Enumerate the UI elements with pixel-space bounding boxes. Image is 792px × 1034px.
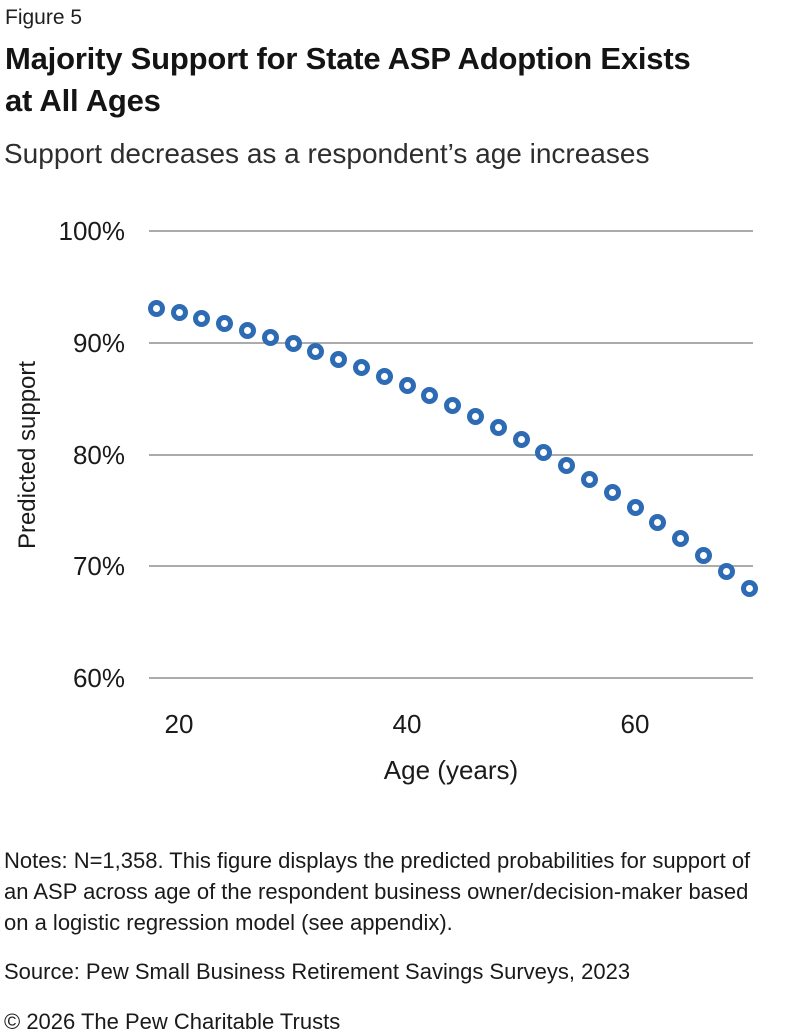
data-point-marker bbox=[421, 386, 439, 404]
y-axis-tick-label: 90% bbox=[72, 327, 125, 358]
y-axis-title: Predicted support bbox=[14, 360, 41, 549]
data-point-marker bbox=[489, 419, 507, 437]
data-point-marker bbox=[170, 304, 188, 322]
x-axis-title: Age (years) bbox=[383, 755, 519, 785]
y-gridline bbox=[149, 565, 753, 568]
y-gridline bbox=[149, 453, 753, 456]
data-point-marker bbox=[535, 443, 553, 461]
chart-title: Majority Support for State ASP Adoption … bbox=[5, 38, 785, 122]
y-axis-tick-label: 80% bbox=[72, 439, 125, 470]
chart-title-line-1: Majority Support for State ASP Adoption … bbox=[5, 41, 691, 76]
chart-subtitle: Support decreases as a respondent’s age … bbox=[4, 138, 650, 169]
x-axis-tick-label: 40 bbox=[392, 709, 422, 739]
data-point-marker bbox=[580, 470, 598, 488]
data-point-marker bbox=[694, 546, 712, 564]
y-gridline bbox=[149, 677, 753, 679]
data-point-marker bbox=[375, 367, 393, 385]
notes-text: Notes: N=1,358. This figure displays the… bbox=[4, 848, 751, 935]
data-point-marker bbox=[147, 299, 165, 317]
y-axis-tick-label: 70% bbox=[72, 551, 125, 582]
data-point-marker bbox=[512, 431, 530, 449]
data-point-marker bbox=[398, 376, 416, 394]
data-point-marker bbox=[558, 457, 576, 475]
data-point-marker bbox=[352, 358, 370, 376]
y-axis-tick-label: 60% bbox=[72, 663, 125, 693]
data-point-marker bbox=[330, 351, 348, 368]
x-axis-tick-label: 60 bbox=[620, 709, 650, 739]
data-point-marker bbox=[626, 498, 644, 516]
data-point-marker bbox=[444, 396, 462, 414]
data-point-marker bbox=[193, 309, 211, 327]
data-point-marker bbox=[216, 315, 234, 333]
x-axis-tick-label: 20 bbox=[164, 709, 194, 739]
y-gridline bbox=[149, 341, 753, 344]
data-point-marker bbox=[238, 321, 256, 339]
data-point-marker bbox=[649, 514, 667, 532]
y-axis-tick-label: 100% bbox=[58, 216, 126, 246]
data-point-marker bbox=[284, 335, 302, 353]
data-point-marker bbox=[603, 483, 621, 501]
data-point-marker bbox=[740, 580, 758, 598]
data-point-marker bbox=[261, 328, 279, 346]
figure-label: Figure 5 bbox=[5, 6, 83, 29]
y-gridline bbox=[149, 230, 753, 232]
copyright-text: © 2026 The Pew Charitable Trusts bbox=[4, 1009, 341, 1034]
chart-title-line-2: at All Ages bbox=[5, 83, 161, 118]
data-point-marker bbox=[466, 408, 484, 425]
data-point-marker bbox=[672, 529, 690, 547]
data-point-marker bbox=[307, 343, 325, 361]
data-point-marker bbox=[717, 563, 735, 581]
source-text: Source: Pew Small Business Retirement Sa… bbox=[4, 959, 631, 984]
